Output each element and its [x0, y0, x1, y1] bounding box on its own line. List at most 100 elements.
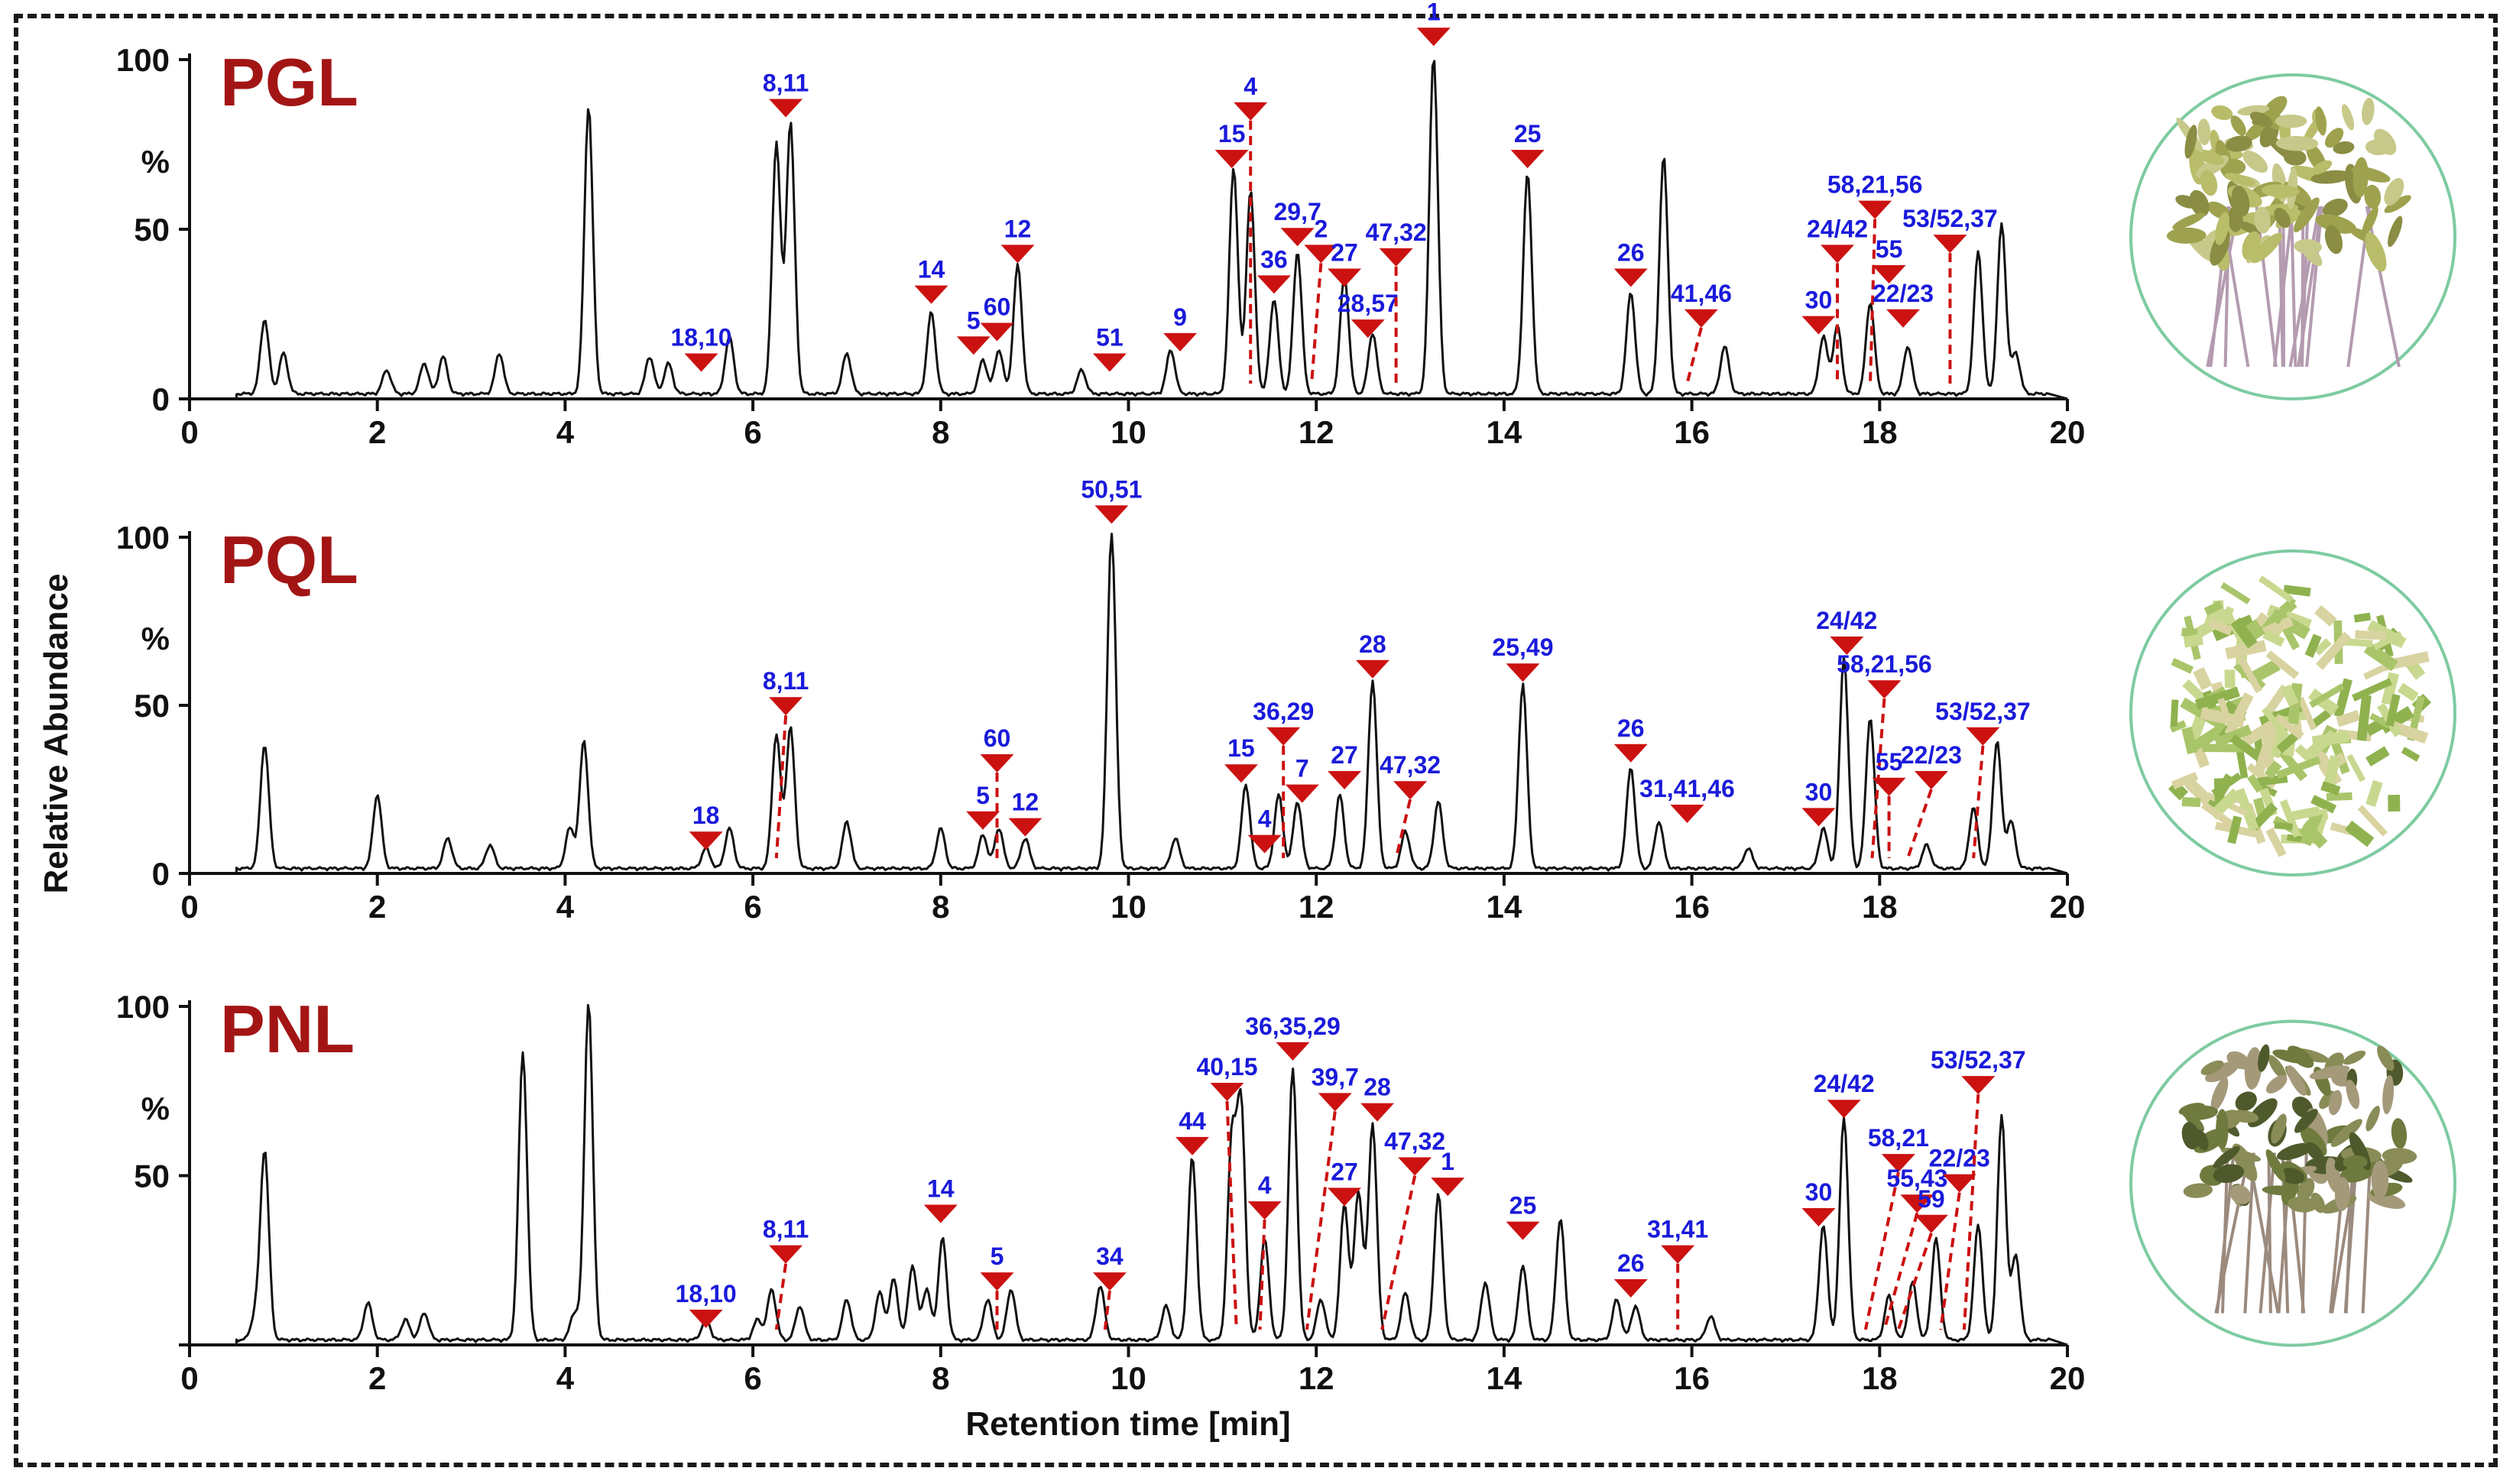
herb-fragment: [2262, 630, 2285, 647]
herb-fragment: [2251, 659, 2281, 683]
herb-photo-pgl: [2129, 73, 2456, 400]
herb-fragment: [2203, 601, 2223, 616]
peak-label: 8,11: [763, 667, 809, 695]
herb-fragment: [2183, 633, 2203, 648]
herb-leaf: [2324, 225, 2343, 254]
marker-leader-line: [1869, 219, 1877, 384]
peak-marker-triangle: [1613, 268, 1648, 287]
peak-marker-triangle: [1008, 818, 1042, 837]
peak-label: 4: [1258, 805, 1272, 833]
marker-leader-line: [1310, 263, 1323, 384]
marker-leader-line: [1225, 1100, 1238, 1330]
peak-marker-triangle: [980, 322, 1014, 342]
herb-leaf: [2309, 1065, 2350, 1080]
herb-fragment: [2356, 695, 2372, 741]
herb-leaf: [2277, 1142, 2313, 1161]
herb-stem: [2301, 206, 2305, 368]
peak-marker-triangle: [1886, 309, 1921, 328]
peak-marker-triangle: [966, 811, 1000, 830]
peak-marker-triangle: [1328, 268, 1362, 287]
peak-label: 25: [1509, 1192, 1537, 1220]
herb-fragment: [2236, 747, 2249, 779]
herb-leaf: [2364, 184, 2382, 209]
x-tick-label: 14: [1487, 1360, 1522, 1396]
peak-marker-triangle: [1801, 808, 1836, 827]
herb-fragment: [2272, 596, 2297, 625]
herb-fragment: [2397, 682, 2419, 702]
herb-fragment: [2227, 815, 2242, 844]
x-tick-label: 0: [180, 1360, 198, 1396]
peak-marker-triangle: [1360, 1103, 1395, 1122]
peak-label: 58,21: [1868, 1124, 1929, 1152]
marker-leader-line: [1962, 1094, 1980, 1330]
peak-label: 58,21,56: [1827, 171, 1923, 199]
peak-label: 18: [692, 802, 720, 829]
herb-leaf: [2315, 214, 2356, 234]
peak-marker-triangle: [1355, 659, 1389, 679]
herb-fragment: [2193, 667, 2213, 691]
peak-marker-triangle: [956, 336, 991, 355]
peak-marker-triangle: [1210, 1083, 1244, 1102]
peak-marker-triangle: [1914, 771, 1948, 789]
peak-label: 29,7: [1273, 198, 1321, 225]
herb-leaf: [2382, 1074, 2395, 1115]
herb-leaf: [2210, 1077, 2229, 1112]
chromatogram-trace: [190, 533, 2068, 875]
herb-fragment: [2281, 684, 2299, 707]
herb-fragment: [2323, 755, 2341, 786]
peak-marker-triangle: [1670, 805, 1704, 823]
y-tick-label: 100: [116, 520, 170, 556]
herb-fragment: [2357, 805, 2388, 837]
peak-label: 28: [1359, 630, 1386, 658]
peak-marker-triangle: [1094, 505, 1129, 524]
herb-stem: [2288, 206, 2321, 368]
peak-label: 44: [1179, 1107, 1206, 1135]
y-tick-label: 0: [152, 381, 170, 417]
peak-label: 1: [1427, 0, 1441, 25]
herb-fragment: [2265, 650, 2300, 679]
peak-marker-triangle: [1247, 834, 1282, 854]
herb-leaf: [2322, 198, 2348, 218]
y-tick-label: 0: [152, 856, 170, 892]
herb-fragment: [2283, 585, 2311, 597]
peak-marker-triangle: [914, 285, 948, 304]
peak-label: 53/52,37: [1935, 698, 2031, 725]
peak-marker-triangle: [1304, 245, 1338, 264]
herb-fragment: [2310, 795, 2337, 814]
herb-fragment: [2234, 788, 2259, 832]
herb-fragment: [2258, 575, 2294, 603]
herb-leaf: [2189, 190, 2210, 217]
herb-leaf: [2283, 149, 2307, 166]
herb-fragment: [2194, 747, 2210, 769]
x-tick-label: 14: [1487, 889, 1522, 925]
peak-marker-triangle: [1961, 1076, 1996, 1095]
herb-leaf: [2258, 1044, 2270, 1072]
peak-label: 47,32: [1384, 1128, 1445, 1155]
peak-marker-triangle: [1933, 235, 1967, 254]
herb-fragment: [2355, 630, 2386, 640]
peak-label: 47,32: [1366, 219, 1427, 246]
y-tick-label: 100: [116, 42, 170, 78]
herb-fragment: [2316, 631, 2352, 670]
peak-marker-triangle: [1328, 1188, 1362, 1207]
peak-label: 58,21,56: [1837, 650, 1932, 678]
herb-leaf: [2213, 1164, 2245, 1184]
peak-marker-triangle: [1285, 784, 1319, 803]
peak-marker-triangle: [1214, 150, 1249, 169]
herb-leaf: [2371, 1160, 2389, 1200]
peak-label: 12: [1012, 789, 1039, 816]
x-tick-label: 6: [744, 414, 761, 450]
peak-label: 59: [1918, 1185, 1945, 1213]
marker-leader-line: [1972, 745, 1985, 859]
peak-label: 36,29: [1253, 698, 1314, 725]
peak-marker-triangle: [1351, 319, 1385, 339]
herb-leaf: [2334, 1177, 2350, 1211]
marker-leader-line: [1882, 1212, 1919, 1330]
x-tick-label: 18: [1862, 414, 1898, 450]
herb-fragment: [2333, 678, 2352, 718]
herb-leaf: [2211, 105, 2233, 121]
x-tick-label: 12: [1299, 889, 1334, 925]
peak-marker-triangle: [1900, 1194, 1934, 1213]
herb-leaf: [2294, 1109, 2318, 1133]
herb-photo-pnl: [2129, 1019, 2456, 1347]
